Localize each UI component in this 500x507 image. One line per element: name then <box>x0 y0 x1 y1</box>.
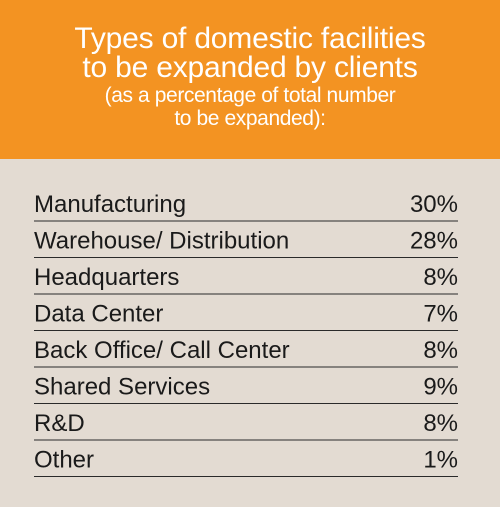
row-value-1: 28% <box>410 228 458 255</box>
row-value-7: 1% <box>423 447 458 474</box>
row-value-5: 9% <box>423 374 458 401</box>
row-label-2: Headquarters <box>34 264 179 291</box>
facility-table: Manufacturing 30% Warehouse/ Distribution 2… <box>34 191 458 477</box>
row-label-1: Warehouse/ Distribution <box>34 228 289 255</box>
row-value-2: 8% <box>423 264 458 291</box>
row-label-0: Manufacturing <box>34 191 186 218</box>
title-line-2: to be expanded by clients <box>82 51 418 84</box>
row-label-6: R&D <box>34 410 85 437</box>
subtitle-line-1: (as a percentage of total number <box>104 84 396 107</box>
subtitle-line-2: to be expanded): <box>174 107 326 130</box>
row-label-3: Data Center <box>34 301 163 328</box>
row-value-4: 8% <box>423 337 458 364</box>
row-value-0: 30% <box>410 191 458 218</box>
row-value-3: 7% <box>423 301 458 328</box>
title-line-1: Types of domestic facilities <box>74 22 426 55</box>
row-label-7: Other <box>34 447 94 474</box>
row-label-4: Back Office/ Call Center <box>34 337 290 364</box>
header-banner: Types of domestic facilities to be expan… <box>0 0 500 159</box>
row-label-5: Shared Services <box>34 374 210 401</box>
row-value-6: 8% <box>423 410 458 437</box>
